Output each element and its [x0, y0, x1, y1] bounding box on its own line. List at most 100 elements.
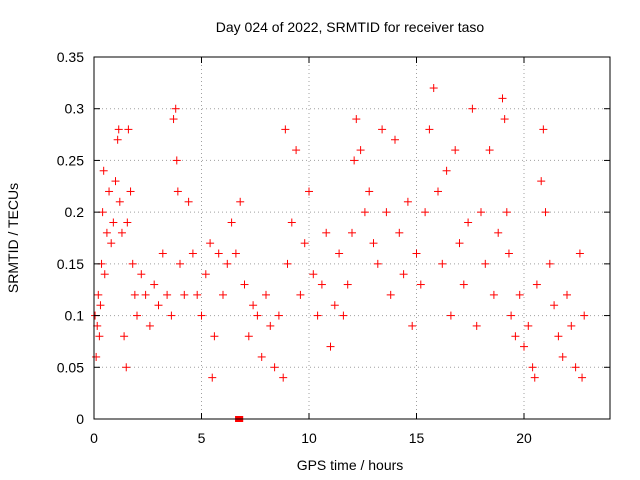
- data-point: [532, 280, 541, 289]
- data-point: [391, 135, 399, 144]
- y-tick-label: 0.3: [65, 101, 85, 117]
- data-point: [382, 208, 391, 217]
- data-point: [434, 187, 442, 196]
- data-point: [92, 352, 101, 361]
- data-point: [274, 311, 283, 320]
- data-point: [227, 218, 236, 227]
- data-point: [330, 301, 339, 310]
- data-point: [378, 125, 387, 134]
- data-point: [214, 249, 223, 258]
- y-tick-label: 0.1: [65, 308, 85, 324]
- data-point: [578, 373, 587, 382]
- data-point: [472, 321, 481, 330]
- data-point: [502, 208, 511, 217]
- data-point: [96, 301, 105, 310]
- chart-title: Day 024 of 2022, SRMTID for receiver tas…: [216, 19, 485, 35]
- data-point: [201, 270, 210, 279]
- x-tick-label: 5: [198, 430, 206, 446]
- data-point: [580, 311, 589, 320]
- data-point: [219, 290, 227, 299]
- data-point: [208, 373, 217, 382]
- data-point: [567, 321, 576, 330]
- data-point: [107, 239, 116, 248]
- data-point: [369, 239, 378, 248]
- y-tick-label: 0.05: [57, 359, 84, 375]
- data-point: [180, 290, 189, 299]
- y-tick-label: 0: [76, 411, 84, 427]
- x-tick-label: 15: [409, 430, 425, 446]
- data-point: [498, 94, 507, 103]
- data-point: [545, 259, 554, 268]
- y-tick-label: 0.25: [57, 152, 84, 168]
- data-point: [244, 332, 253, 341]
- data-point: [373, 259, 382, 268]
- data-point: [515, 290, 524, 299]
- data-point: [438, 259, 447, 268]
- data-point: [352, 115, 361, 124]
- data-point: [399, 270, 408, 279]
- data-point: [356, 146, 365, 155]
- data-point: [539, 125, 548, 134]
- data-point: [451, 146, 460, 155]
- data-point: [126, 187, 135, 196]
- data-point: [335, 249, 344, 258]
- data-point: [145, 321, 154, 330]
- data-point: [459, 280, 468, 289]
- data-point: [102, 228, 111, 237]
- data-point: [262, 290, 270, 299]
- data-point: [464, 218, 473, 227]
- data-point: [571, 363, 580, 372]
- x-tick-label: 20: [516, 430, 532, 446]
- data-point: [99, 166, 108, 175]
- x-tick-label: 0: [90, 430, 98, 446]
- data-point: [210, 332, 219, 341]
- data-point: [123, 218, 132, 227]
- data-point: [93, 321, 102, 330]
- data-point: [575, 249, 584, 258]
- y-tick-label: 0.15: [57, 256, 84, 272]
- data-points: [91, 84, 589, 422]
- data-point: [236, 197, 245, 206]
- data-point: [442, 166, 451, 175]
- data-point: [524, 321, 533, 330]
- data-point: [240, 280, 249, 289]
- data-point: [468, 104, 477, 113]
- data-point: [494, 228, 503, 237]
- data-point: [350, 156, 359, 165]
- data-point: [283, 259, 292, 268]
- data-point: [122, 363, 131, 372]
- data-point: [504, 249, 513, 258]
- data-point: [558, 352, 567, 361]
- data-point: [455, 239, 464, 248]
- data-point: [150, 280, 159, 289]
- data-point: [137, 270, 146, 279]
- data-point: [231, 249, 240, 258]
- data-point: [124, 125, 133, 134]
- data-point: [270, 363, 279, 372]
- data-point: [154, 301, 163, 310]
- data-point: [530, 373, 539, 382]
- data-point: [429, 84, 438, 93]
- data-point: [105, 187, 114, 196]
- data-point: [412, 249, 421, 258]
- data-point: [511, 332, 520, 341]
- data-point: [206, 239, 215, 248]
- data-point: [300, 239, 309, 248]
- y-tick-label: 0.2: [65, 204, 85, 220]
- data-point: [133, 311, 141, 320]
- data-point: [287, 218, 296, 227]
- data-point: [403, 197, 412, 206]
- data-point: [193, 290, 202, 299]
- data-point: [95, 332, 104, 341]
- data-point: [317, 280, 326, 289]
- grid-lines: [94, 57, 610, 419]
- x-tick-labels: 0 5 10 15 20: [90, 430, 532, 446]
- data-point: [253, 311, 262, 320]
- data-point: [326, 342, 335, 351]
- data-point: [305, 187, 313, 196]
- data-point: [563, 290, 571, 299]
- data-point: [163, 290, 172, 299]
- data-point: [554, 332, 563, 341]
- data-point: [446, 311, 455, 320]
